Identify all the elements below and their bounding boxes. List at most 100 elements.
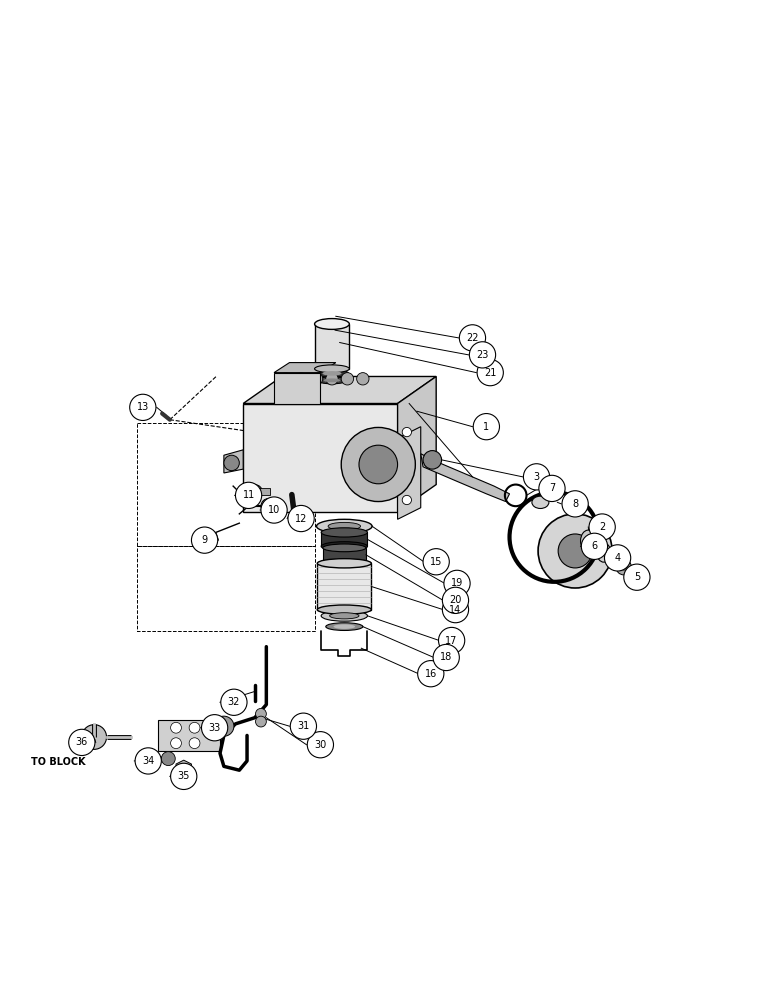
Circle shape (558, 534, 592, 568)
Circle shape (423, 451, 442, 469)
Text: TO BLOCK: TO BLOCK (31, 757, 86, 767)
Text: 31: 31 (297, 721, 310, 731)
Ellipse shape (317, 377, 347, 384)
Polygon shape (398, 376, 436, 512)
Polygon shape (224, 450, 243, 473)
Circle shape (235, 482, 262, 508)
Text: 22: 22 (466, 333, 479, 343)
Circle shape (261, 498, 276, 514)
Circle shape (539, 475, 565, 502)
Circle shape (189, 722, 200, 733)
Polygon shape (158, 720, 220, 751)
Circle shape (341, 427, 415, 502)
Circle shape (214, 716, 234, 736)
Polygon shape (243, 376, 436, 403)
Circle shape (444, 570, 470, 596)
Text: 33: 33 (208, 723, 221, 733)
Bar (323, 548, 366, 562)
Text: 21: 21 (484, 368, 496, 378)
Circle shape (523, 464, 550, 490)
Circle shape (171, 738, 181, 749)
Circle shape (473, 414, 499, 440)
Polygon shape (195, 529, 214, 538)
Text: 8: 8 (572, 499, 578, 509)
Circle shape (616, 559, 631, 575)
Circle shape (69, 729, 95, 756)
Polygon shape (398, 427, 421, 519)
Ellipse shape (321, 610, 367, 621)
Bar (317, 563, 371, 610)
Bar (321, 532, 367, 546)
Ellipse shape (330, 613, 359, 619)
Circle shape (224, 455, 239, 471)
Circle shape (221, 689, 247, 715)
Circle shape (418, 661, 444, 687)
Bar (256, 488, 270, 495)
Circle shape (203, 722, 214, 733)
Circle shape (477, 359, 503, 386)
Text: 7: 7 (549, 483, 555, 493)
Ellipse shape (328, 522, 361, 530)
Circle shape (191, 527, 218, 553)
Circle shape (604, 545, 631, 571)
Circle shape (171, 763, 197, 790)
Circle shape (135, 748, 161, 774)
Circle shape (171, 722, 181, 733)
Text: 5: 5 (634, 572, 640, 582)
Circle shape (438, 627, 465, 654)
Text: 16: 16 (425, 669, 437, 679)
Text: 30: 30 (314, 740, 327, 750)
Ellipse shape (334, 624, 355, 629)
Ellipse shape (532, 496, 549, 508)
Ellipse shape (314, 319, 349, 329)
Circle shape (433, 644, 459, 671)
FancyBboxPatch shape (243, 403, 398, 512)
Circle shape (201, 715, 228, 741)
Circle shape (279, 373, 292, 385)
Circle shape (459, 325, 486, 351)
Text: 6: 6 (591, 541, 598, 551)
Ellipse shape (321, 528, 367, 537)
Polygon shape (274, 373, 320, 403)
Circle shape (402, 495, 411, 505)
Ellipse shape (316, 370, 348, 377)
Text: 19: 19 (451, 578, 463, 588)
Ellipse shape (314, 365, 349, 373)
Circle shape (130, 394, 156, 420)
Ellipse shape (323, 378, 340, 382)
Circle shape (290, 713, 317, 739)
Ellipse shape (317, 605, 371, 614)
Ellipse shape (317, 519, 372, 533)
Circle shape (589, 514, 615, 540)
Ellipse shape (581, 530, 596, 552)
Polygon shape (274, 363, 336, 373)
Ellipse shape (323, 371, 341, 376)
Text: 18: 18 (440, 652, 452, 662)
Circle shape (189, 738, 200, 749)
Ellipse shape (597, 543, 611, 562)
Polygon shape (421, 454, 510, 502)
Circle shape (581, 533, 608, 559)
Circle shape (247, 485, 262, 500)
Text: 32: 32 (228, 697, 240, 707)
Circle shape (538, 514, 612, 588)
Circle shape (261, 497, 287, 523)
Text: 15: 15 (430, 557, 442, 567)
Text: 36: 36 (76, 737, 88, 747)
Ellipse shape (323, 544, 366, 552)
Circle shape (341, 373, 354, 385)
Text: 34: 34 (142, 756, 154, 766)
Circle shape (307, 732, 334, 758)
Bar (270, 502, 284, 510)
Text: 2: 2 (599, 522, 605, 532)
Circle shape (326, 373, 338, 385)
Text: 10: 10 (268, 505, 280, 515)
Text: 17: 17 (445, 636, 458, 646)
Text: 4: 4 (615, 553, 621, 563)
Circle shape (442, 587, 469, 613)
Circle shape (82, 725, 107, 749)
Text: 14: 14 (449, 605, 462, 615)
Text: 11: 11 (242, 490, 255, 500)
Bar (314, 324, 349, 369)
Circle shape (469, 342, 496, 368)
